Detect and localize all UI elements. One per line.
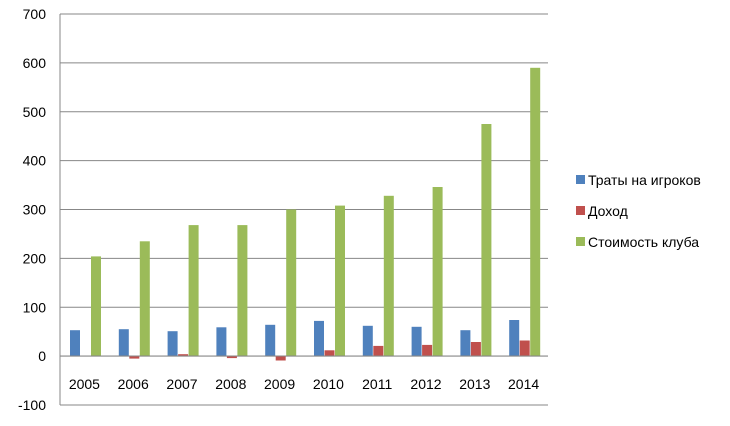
x-tick-label: 2011 — [362, 376, 392, 392]
y-tick-label: 400 — [23, 153, 47, 169]
bar — [373, 345, 384, 356]
bar — [509, 320, 520, 356]
bar — [324, 350, 335, 356]
bar — [335, 205, 345, 356]
bar — [470, 342, 481, 356]
bar — [178, 354, 189, 356]
y-tick-label: 700 — [23, 6, 47, 22]
bar — [432, 187, 443, 356]
bar — [286, 209, 297, 356]
legend: Траты на игроков Доход Стоимость клуба — [576, 172, 701, 250]
legend-swatch — [576, 237, 585, 246]
bar — [129, 356, 140, 359]
bar — [530, 67, 541, 357]
bar — [70, 330, 80, 356]
tick-labels: 700 600 500 400 300 200 100 0 -100 2005 2006 2007 20… — [18, 6, 539, 413]
bar — [265, 324, 276, 356]
bar — [411, 326, 422, 356]
bar — [188, 225, 199, 356]
bar — [237, 225, 248, 356]
legend-swatch — [576, 175, 585, 184]
y-tick-label: 0 — [38, 348, 46, 364]
bar — [362, 325, 373, 356]
legend-label: Доход — [588, 203, 628, 219]
axes — [59, 14, 548, 405]
bar — [226, 356, 237, 359]
x-tick-label: 2006 — [118, 376, 149, 392]
bars — [70, 67, 541, 361]
y-tick-label: 100 — [23, 299, 47, 315]
x-tick-label: 2008 — [215, 376, 246, 392]
x-tick-label: 2007 — [166, 376, 197, 392]
x-tick-label: 2005 — [69, 376, 100, 392]
bar — [314, 320, 324, 356]
bar — [519, 340, 530, 356]
x-tick-label: 2013 — [459, 376, 490, 392]
legend-label: Траты на игроков — [588, 172, 701, 188]
bar — [167, 331, 178, 356]
legend-label: Стоимость клуба — [588, 234, 699, 250]
x-tick-label: 2012 — [410, 376, 441, 392]
bar — [216, 327, 227, 356]
bar — [481, 124, 492, 356]
bar — [460, 330, 471, 356]
y-tick-label: 300 — [23, 202, 47, 218]
y-tick-label: 200 — [23, 250, 47, 266]
bar — [118, 329, 129, 356]
x-tick-label: 2009 — [264, 376, 295, 392]
bar — [139, 241, 150, 356]
y-tick-label: 600 — [23, 55, 47, 71]
x-tick-label: 2014 — [508, 376, 539, 392]
legend-swatch — [576, 206, 585, 215]
x-tick-label: 2010 — [313, 376, 344, 392]
y-tick-label: -100 — [18, 397, 46, 413]
bar — [383, 195, 394, 356]
y-tick-label: 500 — [23, 104, 47, 120]
bar — [275, 356, 286, 361]
bar — [422, 344, 433, 356]
bar — [91, 256, 101, 356]
